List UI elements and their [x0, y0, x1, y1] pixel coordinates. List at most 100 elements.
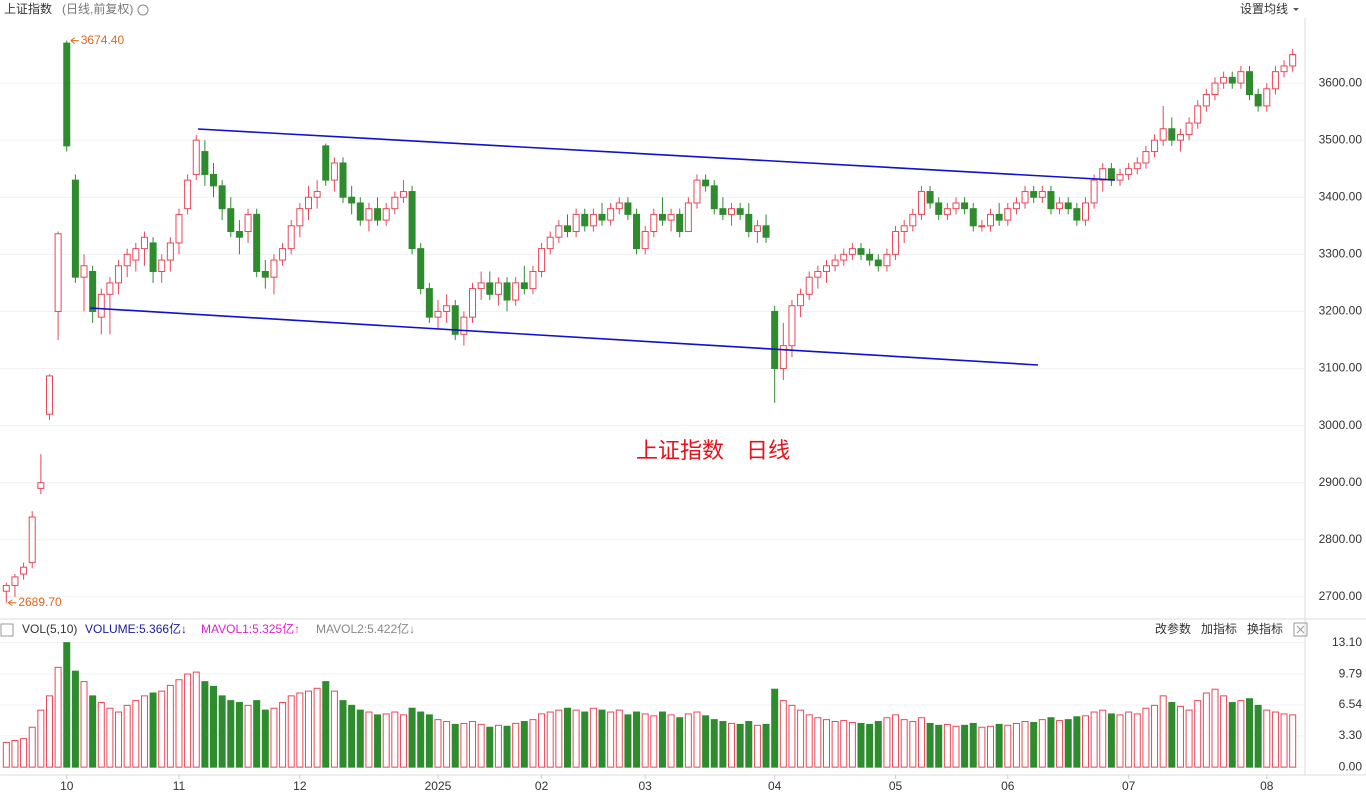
volume-bar — [917, 717, 925, 768]
candle-body — [11, 576, 19, 586]
candle-body — [97, 293, 105, 318]
candle-body — [719, 208, 727, 215]
indicator-button[interactable]: 加指标 — [1201, 621, 1237, 636]
ma-settings[interactable]: 设置均线 — [1240, 2, 1288, 16]
volume-bar — [348, 704, 356, 768]
volume-bar — [1202, 692, 1210, 768]
volume-bar — [192, 671, 200, 768]
candle-body — [607, 208, 615, 221]
candle-body — [54, 233, 62, 312]
volume-bar — [374, 714, 382, 768]
volume-bar — [1151, 704, 1159, 768]
candle-body — [1254, 93, 1262, 107]
volume-bar — [1271, 711, 1279, 768]
candle-body — [987, 213, 995, 227]
volume-bar — [106, 707, 114, 768]
volume-bar — [1254, 704, 1262, 768]
candle-body — [80, 265, 88, 278]
volume-bar — [1012, 722, 1020, 768]
y-tick-label: 3400.00 — [1319, 189, 1363, 203]
volume-bar — [330, 690, 338, 768]
volume-bar — [538, 713, 546, 768]
candle-body — [909, 213, 917, 227]
volume-bar — [874, 721, 882, 768]
volume-bar — [520, 721, 528, 768]
candle-body — [451, 305, 459, 335]
volume-bar — [166, 684, 174, 768]
candle-body — [503, 282, 511, 301]
candle-body — [650, 213, 658, 233]
candle-body — [486, 282, 494, 295]
volume-bar — [382, 713, 390, 768]
volume-bar — [184, 673, 192, 768]
volume-bar — [1211, 688, 1219, 768]
volume-bar — [132, 700, 140, 768]
candle-body — [814, 270, 822, 278]
candle-body — [874, 259, 882, 267]
volume-bar — [477, 723, 485, 768]
volume-bar — [89, 695, 97, 768]
x-tick-label: 06 — [1001, 779, 1015, 793]
candle-body — [1176, 133, 1184, 141]
candle-body — [1107, 168, 1115, 181]
volume-bar — [261, 709, 269, 768]
volume-bar — [296, 692, 304, 768]
x-tick-label: 12 — [293, 779, 307, 793]
indicator-button[interactable]: 改参数 — [1155, 621, 1191, 636]
candle-body — [1030, 191, 1038, 198]
volume-bar — [581, 711, 589, 768]
volume-bar — [831, 721, 839, 768]
candle-body — [598, 213, 606, 221]
volume-bar — [1289, 714, 1297, 768]
plot: 2700.00 2800.00 2900.00 3000.00 3100.00 3200.… — [0, 33, 1362, 793]
candle-body — [158, 259, 166, 272]
volume-bar — [28, 726, 36, 768]
x-tick-label: 08 — [1260, 779, 1274, 793]
candle-body — [1220, 76, 1228, 84]
candle-body — [753, 225, 761, 233]
volume-bar — [494, 724, 502, 768]
volume-bar — [676, 717, 684, 768]
candle-body — [175, 213, 183, 244]
candle-body — [184, 179, 192, 210]
volume-bar — [658, 711, 666, 768]
candle-body — [71, 179, 79, 278]
y-tick-label: 2800.00 — [1319, 532, 1363, 546]
volume-bar — [969, 722, 977, 768]
volume-bar — [952, 725, 960, 768]
candle-body — [382, 208, 390, 221]
volume-bar — [926, 722, 934, 768]
candle-body — [1151, 139, 1159, 153]
volume-bar — [840, 720, 848, 768]
volume-bar — [1030, 721, 1038, 768]
collapse-button[interactable] — [0, 623, 14, 637]
close-button[interactable] — [1293, 622, 1308, 637]
candle-body — [1099, 168, 1107, 181]
candle-body — [1168, 128, 1176, 141]
candle-body — [253, 213, 261, 272]
volume-bar — [1021, 721, 1029, 768]
volume-bar — [848, 721, 856, 768]
candle-body — [555, 225, 563, 238]
volume-bar — [1004, 724, 1012, 768]
volume-bar — [175, 679, 183, 768]
candle-body — [1263, 88, 1271, 107]
volume-bar — [1073, 716, 1081, 768]
volume-bar — [123, 704, 131, 768]
candle-body — [581, 213, 589, 227]
y-tick-label: 3000.00 — [1319, 418, 1363, 432]
volume-bar — [589, 707, 597, 768]
high-label: 3674.40 — [81, 33, 125, 47]
indicator-button[interactable]: 换指标 — [1247, 621, 1283, 636]
candle-body — [952, 202, 960, 210]
volume-bar — [1081, 715, 1089, 768]
y-tick-label: 2700.00 — [1319, 589, 1363, 603]
candle-body — [788, 305, 796, 347]
candle-body — [20, 566, 28, 575]
volume-bar — [201, 681, 209, 768]
volume-bar — [797, 709, 805, 768]
settings-icon[interactable] — [137, 4, 149, 16]
volume-bar — [512, 722, 520, 768]
volume-bar — [1263, 709, 1271, 768]
